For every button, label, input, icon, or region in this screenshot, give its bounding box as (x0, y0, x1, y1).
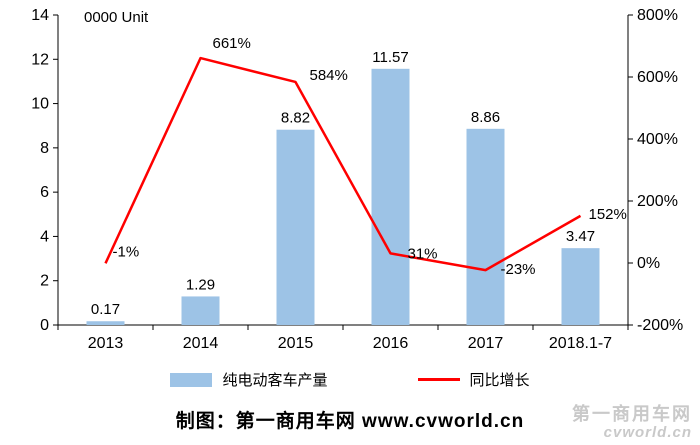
watermark-url: cvworld.cn (603, 423, 692, 441)
left-axis-tick-label: 10 (31, 96, 49, 113)
bar-value-label: 3.47 (566, 228, 595, 245)
left-axis-tick-label: 4 (40, 228, 49, 245)
x-axis-category-label: 2013 (88, 335, 124, 352)
right-axis-tick-label: 600% (637, 69, 678, 86)
legend-item-production: 纯电动客车产量 (170, 369, 328, 390)
legend-item-growth: 同比增长 (417, 369, 530, 390)
x-axis-category-label: 2016 (373, 335, 409, 352)
watermark-brand: 第一商用车网 (572, 403, 692, 424)
legend-label-growth: 同比增长 (469, 372, 530, 389)
bar (181, 296, 220, 325)
line-value-label: 31% (408, 245, 438, 262)
left-axis-tick-label: 2 (40, 273, 49, 290)
bar (86, 321, 125, 325)
bar-value-label: 1.29 (186, 276, 215, 293)
legend-bar-swatch (170, 372, 213, 387)
line-value-label: 584% (310, 67, 348, 84)
bar (561, 248, 600, 325)
legend-line-swatch (417, 378, 460, 381)
left-axis-tick-label: 8 (40, 140, 49, 157)
left-axis-tick-label: 12 (31, 51, 49, 68)
line-value-label: -1% (113, 243, 140, 260)
x-axis-category-label: 2015 (278, 335, 314, 352)
growth-line (104, 56, 582, 272)
bar-value-label: 8.82 (281, 110, 310, 127)
chart-credit: 制图：第一商用车网 www.cvworld.cn (175, 411, 525, 432)
bar-value-label: 8.86 (471, 109, 500, 126)
x-axis-category-label: 2014 (183, 335, 219, 352)
left-axis-tick-label: 0 (40, 317, 49, 334)
axis-unit-label: 0000 Unit (84, 9, 149, 26)
bar-value-label: 11.57 (372, 49, 408, 66)
bar-value-label: 0.17 (91, 301, 120, 318)
bar (276, 129, 315, 325)
right-axis-tick-label: 400% (637, 131, 678, 148)
right-axis-tick-label: 800% (637, 7, 678, 24)
line-value-label: -23% (501, 261, 536, 278)
right-axis-tick-label: -200% (637, 317, 683, 334)
watermark: 第一商用车网 cvworld.cn (572, 403, 692, 441)
line-value-label: 661% (213, 35, 251, 52)
left-axis-tick-label: 14 (31, 7, 49, 24)
line-value-label: 152% (589, 206, 627, 223)
left-axis-tick-label: 6 (40, 184, 49, 201)
bar (371, 68, 410, 326)
combo-chart: 0 2 4 6 8 10 12 14 -200% 0% 200% 400% 600% 800% 2013 20… (31, 7, 683, 352)
legend-label-production: 纯电动客车产量 (222, 372, 328, 389)
x-axis-category-label: 2017 (468, 335, 504, 352)
x-axis-category-label: 2018.1-7 (549, 335, 612, 352)
right-axis-tick-label: 0% (637, 255, 660, 272)
right-axis-tick-label: 200% (637, 193, 678, 210)
bar (466, 128, 505, 325)
legend: 纯电动客车产量 同比增长 (0, 369, 700, 390)
